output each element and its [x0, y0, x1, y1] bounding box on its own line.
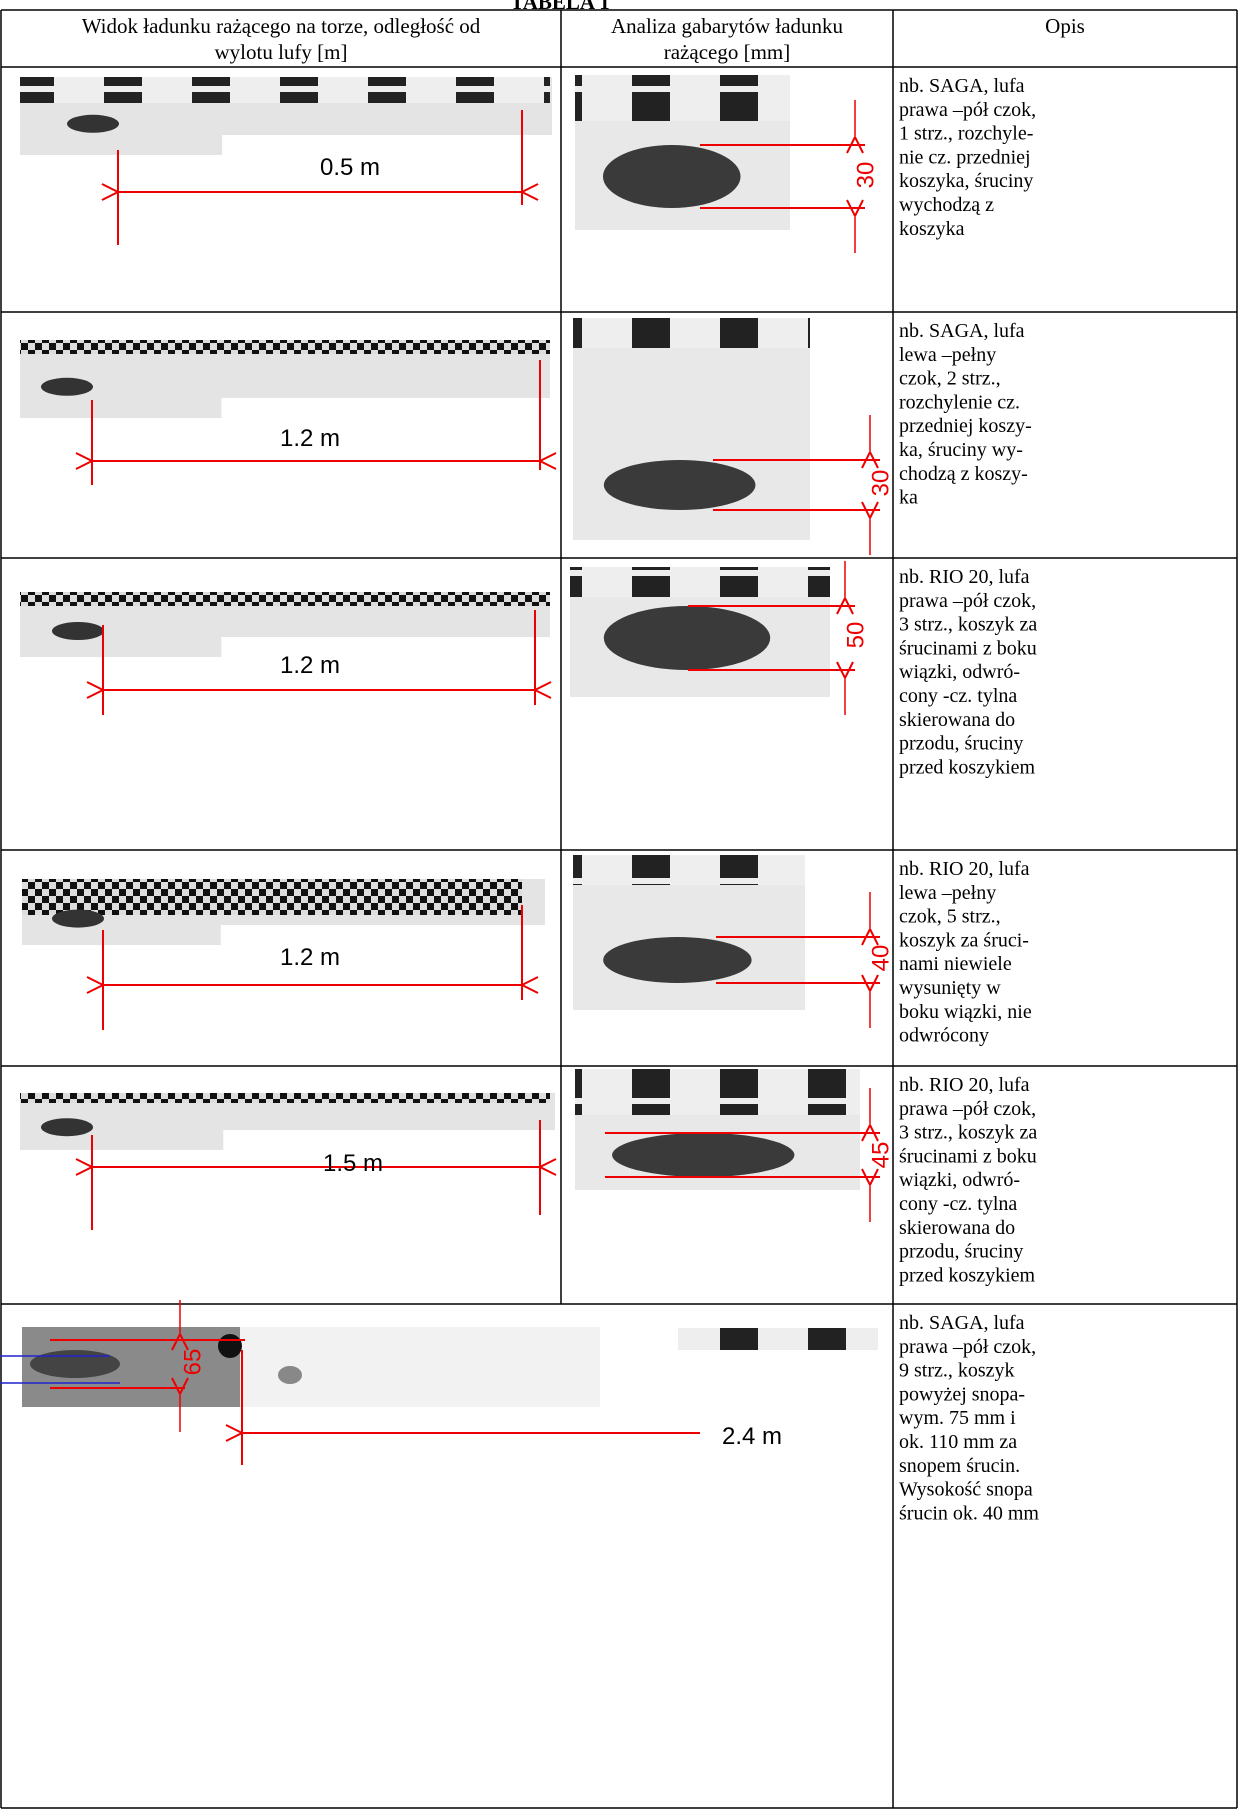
description-line: koszyka, śruciny	[899, 170, 1033, 192]
description-line: śrucin ok. 40 mm	[899, 1502, 1039, 1524]
size-label: 40	[867, 945, 894, 972]
column-header: Widok ładunku rażącego na torze, odległo…	[82, 14, 481, 38]
description-line: lewa –pełny	[899, 882, 996, 904]
description-line: chodzą z koszy-	[899, 463, 1028, 485]
scale-strip	[570, 567, 830, 597]
distance-label: 1.2 m	[280, 652, 340, 679]
description-line: nie cz. przedniej	[899, 146, 1031, 168]
description-line: śrucinami z boku	[899, 637, 1037, 659]
scale-strip	[20, 77, 550, 103]
column-header: Analiza gabarytów ładunku	[611, 14, 844, 38]
description-line: snopem śrucin.	[899, 1455, 1020, 1477]
description-line: boku wiązki, nie	[899, 1001, 1032, 1023]
description-line: wiązki, odwró-	[899, 661, 1020, 683]
size-label: 65	[179, 1349, 206, 1376]
description-line: odwrócony	[899, 1025, 989, 1047]
description-line: cony -cz. tylna	[899, 685, 1017, 707]
label-bg	[223, 1130, 555, 1150]
description-line: przed koszykiem	[899, 756, 1036, 778]
charge-blob	[603, 937, 751, 983]
label-bg	[221, 637, 550, 657]
description-line: ka, śruciny wy-	[899, 439, 1023, 461]
description-line: powyżej snopa-	[899, 1383, 1025, 1405]
description-line: nb. RIO 20, lufa	[899, 566, 1030, 588]
charge-blob	[52, 910, 104, 928]
description-line: wiązki, odwró-	[899, 1169, 1020, 1191]
description-line: 3 strz., koszyk za	[899, 614, 1037, 636]
description-line: 1 strz., rozchyle-	[899, 123, 1033, 145]
size-label: 30	[852, 162, 879, 189]
description-line: 3 strz., koszyk za	[899, 1122, 1037, 1144]
description-line: wychodzą z	[899, 194, 994, 216]
scale-strip	[573, 855, 805, 885]
distance-label: 0.5 m	[320, 154, 380, 181]
scale-strip	[20, 592, 550, 606]
scale-strip	[575, 75, 790, 121]
description-line: przodu, śruciny	[899, 1241, 1023, 1263]
column-header: wylotu lufy [m]	[215, 40, 348, 64]
distance-label: 1.5 m	[323, 1150, 383, 1177]
table-title: TABELA 1	[510, 0, 609, 14]
scale-strip	[22, 879, 522, 915]
description-line: ok. 110 mm za	[899, 1431, 1017, 1453]
description-line: koszyka	[899, 218, 965, 240]
distance-label: 1.2 m	[280, 425, 340, 452]
description-line: nb. RIO 20, lufa	[899, 1074, 1030, 1096]
scale-strip	[678, 1328, 878, 1350]
description-line: wym. 75 mm i	[899, 1407, 1016, 1429]
description-line: prawa –pół czok,	[899, 1098, 1036, 1120]
label-bg	[221, 398, 550, 418]
charge-blob	[30, 1350, 120, 1378]
scale-strip	[20, 1093, 550, 1103]
description-line: nb. SAGA, lufa	[899, 75, 1025, 97]
size-label: 30	[867, 470, 894, 497]
description-line: prawa –pół czok,	[899, 590, 1036, 612]
description-line: koszyk za śruci-	[899, 929, 1029, 951]
description-line: nb. SAGA, lufa	[899, 1312, 1025, 1334]
description-line: prawa –pół czok,	[899, 99, 1036, 121]
column-header: Opis	[1045, 14, 1085, 38]
description-line: przedniej koszy-	[899, 415, 1032, 437]
charge-blob	[604, 606, 770, 670]
charge-blob	[218, 1334, 242, 1358]
scale-strip	[573, 318, 810, 348]
description-line: nb. SAGA, lufa	[899, 320, 1025, 342]
description-line: skierowana do	[899, 709, 1015, 731]
description-line: Wysokość snopa	[899, 1479, 1033, 1501]
charge-blob	[278, 1366, 302, 1384]
charge-blob	[41, 378, 93, 396]
charge-blob	[603, 145, 741, 208]
label-bg	[222, 135, 552, 155]
charge-blob	[604, 460, 756, 510]
description-line: przed koszykiem	[899, 1264, 1036, 1286]
size-label: 50	[842, 622, 869, 649]
distance-label: 1.2 m	[280, 944, 340, 971]
charge-blob	[52, 622, 104, 640]
description-line: czok, 2 strz.,	[899, 368, 1001, 390]
label-bg	[221, 925, 545, 945]
description-line: rozchylenie cz.	[899, 391, 1020, 413]
document: TABELA 1 Widok ładunku rażącego na torze,…	[0, 0, 1239, 1809]
description-line: nami niewiele	[899, 953, 1012, 975]
page: TABELA 1 Widok ładunku rażącego na torze,…	[0, 0, 1239, 1809]
description-line: lewa –pełny	[899, 344, 996, 366]
charge-blob	[41, 1118, 93, 1136]
size-label: 45	[867, 1142, 894, 1169]
scale-strip	[20, 340, 550, 354]
description-line: 9 strz., koszyk	[899, 1360, 1015, 1382]
column-header: rażącego [mm]	[664, 40, 791, 64]
distance-label: 2.4 m	[722, 1423, 782, 1450]
description-line: wysunięty w	[899, 977, 1001, 999]
charge-blob	[612, 1133, 794, 1177]
scale-strip	[575, 1069, 860, 1115]
charge-blob	[67, 115, 119, 133]
description-line: prawa –pół czok,	[899, 1336, 1036, 1358]
description-line: nb. RIO 20, lufa	[899, 858, 1030, 880]
description-line: skierowana do	[899, 1217, 1015, 1239]
description-line: ka	[899, 487, 918, 509]
description-line: cony -cz. tylna	[899, 1193, 1017, 1215]
description-line: czok, 5 strz.,	[899, 906, 1001, 928]
description-line: śrucinami z boku	[899, 1145, 1037, 1167]
description-line: przodu, śruciny	[899, 733, 1023, 755]
